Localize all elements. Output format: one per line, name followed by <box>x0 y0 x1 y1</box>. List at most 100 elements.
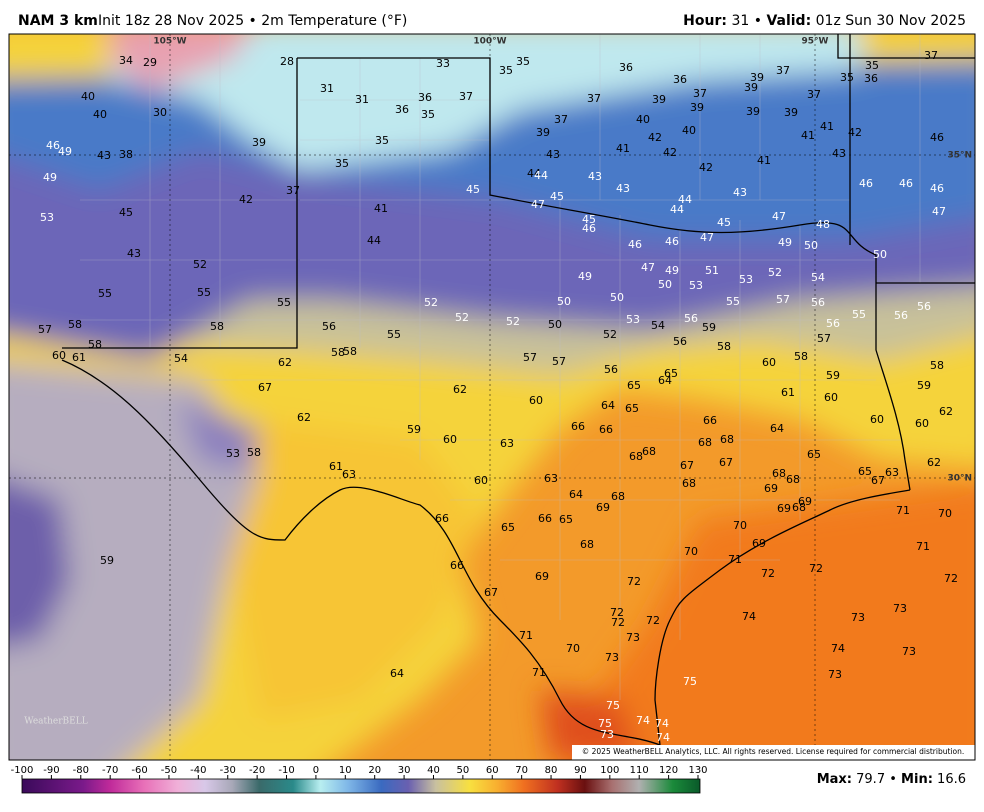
temperature-label: 58 <box>717 340 731 353</box>
temperature-label: 69 <box>777 502 791 515</box>
temperature-label: 37 <box>807 88 821 101</box>
temperature-label: 35 <box>865 59 879 72</box>
temperature-label: 54 <box>651 319 665 332</box>
temperature-label: 59 <box>917 379 931 392</box>
temperature-label: 72 <box>944 572 958 585</box>
colorbar-tick-label: -70 <box>102 765 118 776</box>
valid-info: Hour: 31 • Valid: 01z Sun 30 Nov 2025 <box>683 13 966 29</box>
copyright-box <box>572 745 975 760</box>
temperature-label: 44 <box>670 203 684 216</box>
temperature-label: 53 <box>40 211 54 224</box>
temperature-label: 62 <box>453 383 467 396</box>
temperature-label: 65 <box>627 379 641 392</box>
temperature-label: 45 <box>119 206 133 219</box>
temperature-label: 68 <box>642 445 656 458</box>
temperature-label: 75 <box>606 699 620 712</box>
colorbar-tick-label: -10 <box>278 765 294 776</box>
temperature-label: 34 <box>119 54 133 67</box>
colorbar-tick-label: 120 <box>659 765 678 776</box>
temperature-label: 36 <box>619 61 633 74</box>
temperature-label: 35 <box>840 71 854 84</box>
temperature-label: 63 <box>885 466 899 479</box>
temperature-label: 74 <box>636 714 650 727</box>
temperature-label: 31 <box>320 82 334 95</box>
temperature-label: 57 <box>523 351 537 364</box>
temperature-label: 35 <box>335 157 349 170</box>
temperature-label: 42 <box>648 131 662 144</box>
temperature-label: 58 <box>794 350 808 363</box>
lat-label: 35°N <box>947 151 972 161</box>
temperature-label: 35 <box>421 108 435 121</box>
temperature-label: 47 <box>932 205 946 218</box>
temperature-label: 71 <box>519 629 533 642</box>
temperature-label: 56 <box>811 296 825 309</box>
temperature-label: 39 <box>536 126 550 139</box>
temperature-label: 68 <box>786 473 800 486</box>
temperature-label: 74 <box>742 610 756 623</box>
temperature-label: 46 <box>930 182 944 195</box>
temperature-label: 52 <box>768 266 782 279</box>
colorbar <box>21 778 701 794</box>
temperature-label: 36 <box>864 72 878 85</box>
temperature-label: 55 <box>387 328 401 341</box>
temperature-label: 72 <box>646 614 660 627</box>
temperature-label: 50 <box>557 295 571 308</box>
colorbar-ticks: -100 -90 -80 -70 -60 -50 -40 -30 -20 -10 0 10 20 30 40… <box>11 765 708 779</box>
temperature-label: 60 <box>824 391 838 404</box>
colorbar-tick-label: 40 <box>427 765 440 776</box>
temperature-label: 46 <box>46 139 60 152</box>
hour: 31 <box>731 13 749 29</box>
temperature-label: 71 <box>728 553 742 566</box>
temperature-label: 46 <box>930 131 944 144</box>
temperature-label: 64 <box>601 399 615 412</box>
temperature-label: 49 <box>43 171 57 184</box>
temperature-label: 40 <box>636 113 650 126</box>
temperature-label: 44 <box>367 234 381 247</box>
rio-grande <box>61 359 661 746</box>
min-label: Min: <box>901 772 933 787</box>
temperature-label: 30 <box>153 106 167 119</box>
lon-label: 105°W <box>153 37 186 47</box>
copyright: © 2025 WeatherBELL Analytics, LLC. All r… <box>582 747 964 756</box>
temperature-label: 46 <box>665 235 679 248</box>
temperature-label: 51 <box>705 264 719 277</box>
temperature-label: 55 <box>277 296 291 309</box>
temperature-label: 50 <box>610 291 624 304</box>
temperature-label: 50 <box>658 278 672 291</box>
temperature-label: 72 <box>761 567 775 580</box>
temperature-label: 37 <box>286 184 300 197</box>
temperature-label: 42 <box>663 146 677 159</box>
temperature-label: 64 <box>770 422 784 435</box>
temperature-label: 58 <box>331 346 345 359</box>
colorbar-tick-label: 90 <box>574 765 587 776</box>
temperature-label: 58 <box>88 338 102 351</box>
temperature-label: 36 <box>418 91 432 104</box>
state-borders <box>62 34 975 491</box>
temperature-label: 45 <box>717 216 731 229</box>
temperature-label: 65 <box>625 402 639 415</box>
temperature-label: 37 <box>693 87 707 100</box>
temperature-label: 40 <box>682 124 696 137</box>
temperature-label: 64 <box>390 667 404 680</box>
temperature-label: 57 <box>817 332 831 345</box>
temperature-label: 41 <box>801 129 815 142</box>
hour-label: Hour: <box>683 13 727 29</box>
county-grid <box>80 34 921 700</box>
temperature-label: 42 <box>239 193 253 206</box>
colorbar-tick-label: -100 <box>11 765 34 776</box>
temperature-label: 36 <box>673 73 687 86</box>
temperature-label: 43 <box>588 170 602 183</box>
temperature-label: 67 <box>258 381 272 394</box>
temperature-label: 49 <box>578 270 592 283</box>
temperature-label: 39 <box>252 136 266 149</box>
temperature-label: 68 <box>720 433 734 446</box>
max-min: Max: 79.7 • Min: 16.6 <box>817 772 966 787</box>
temperature-label: 55 <box>852 308 866 321</box>
temperature-label: 62 <box>939 405 953 418</box>
temperature-label: 66 <box>571 420 585 433</box>
temperature-label: 73 <box>893 602 907 615</box>
temperature-label: 69 <box>596 501 610 514</box>
temperature-label: 68 <box>611 490 625 503</box>
